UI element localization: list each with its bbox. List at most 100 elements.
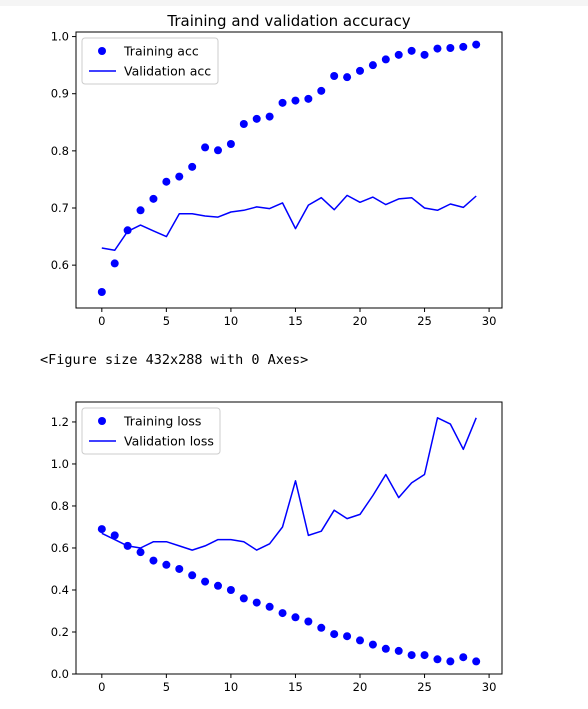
series-line-validation-loss (101, 417, 477, 551)
chart-title: Training and validation accuracy (166, 12, 410, 30)
y-tick-label: 0.8 (51, 499, 69, 513)
data-point-training-loss (343, 632, 352, 641)
data-point-training-acc (330, 72, 339, 80)
legend-box (81, 37, 219, 85)
data-point-training-loss (459, 653, 468, 662)
data-point-training-acc (214, 146, 222, 155)
x-tick-label: 0 (98, 680, 105, 694)
data-point-training-acc (188, 162, 197, 171)
data-point-training-acc (472, 40, 481, 49)
x-tick-label: 0 (98, 314, 105, 328)
data-point-training-loss (381, 644, 390, 653)
data-point-training-loss (265, 602, 274, 611)
data-point-training-acc (420, 50, 429, 59)
data-point-training-acc (110, 259, 119, 268)
x-tick-label: 30 (482, 314, 497, 328)
chart-1: Training and validation accuracy 0 5 10 15 20… (51, 12, 503, 328)
data-point-training-loss (252, 598, 261, 607)
data-point-training-loss (201, 577, 210, 586)
data-point-training-acc (278, 98, 287, 107)
x-tick-label: 10 (224, 680, 239, 694)
x-tick-label: 20 (353, 314, 368, 328)
x-tick-label: 5 (163, 680, 170, 694)
data-point-training-acc (149, 194, 158, 203)
data-point-training-acc (356, 66, 364, 75)
data-point-training-acc (252, 114, 261, 123)
y-tick-label: 1.0 (51, 457, 69, 471)
data-point-training-loss (188, 571, 197, 580)
x-tick-label: 30 (482, 680, 497, 694)
plot-frame (75, 31, 503, 309)
y-tick-label: 1.2 (51, 415, 69, 429)
data-point-training-loss (407, 651, 416, 660)
legend-marker (98, 417, 106, 425)
data-point-training-acc (291, 96, 300, 105)
data-point-training-loss (162, 560, 171, 569)
data-point-training-loss (368, 640, 377, 649)
legend: Training loss Validation loss (81, 407, 221, 455)
x-tick-label: 15 (288, 314, 303, 328)
legend-label: Validation acc (124, 64, 211, 79)
data-point-training-loss (394, 646, 403, 655)
legend-box (81, 407, 221, 455)
x-tick-label: 25 (417, 680, 432, 694)
data-point-training-acc (381, 55, 390, 64)
data-point-training-loss (226, 585, 235, 594)
data-point-training-loss (330, 630, 339, 639)
data-point-training-loss (433, 655, 442, 664)
legend-marker (98, 47, 106, 55)
data-point-training-acc (407, 46, 416, 55)
x-tick-label: 10 (224, 314, 239, 328)
data-point-training-acc (136, 206, 145, 215)
data-point-training-loss (97, 525, 106, 534)
data-point-training-acc (201, 143, 210, 152)
data-point-training-loss (214, 581, 222, 590)
data-point-training-loss (420, 651, 429, 660)
y-tick-label: 0.6 (51, 541, 69, 555)
data-point-training-acc (162, 177, 171, 186)
legend: Training acc Validation acc (81, 37, 219, 85)
data-point-training-acc (446, 44, 455, 52)
y-tick-label: 0.2 (51, 625, 69, 639)
data-point-training-acc (239, 120, 248, 128)
figure-size-output: <Figure size 432x288 with 0 Axes> (40, 352, 309, 368)
data-point-training-acc (265, 112, 274, 121)
data-point-training-acc (304, 94, 313, 103)
data-point-training-loss (278, 609, 287, 618)
plot-frame (75, 401, 503, 675)
data-point-training-loss (175, 564, 184, 573)
data-point-training-acc (226, 140, 235, 148)
data-point-training-loss (136, 548, 145, 557)
top-strip (0, 0, 588, 6)
data-point-training-loss (317, 623, 326, 632)
legend-label: Training loss (123, 414, 201, 429)
data-point-training-loss (149, 556, 158, 565)
data-point-training-acc (394, 50, 403, 59)
series-line-validation-acc (101, 194, 477, 252)
y-tick-label: 0.8 (51, 144, 69, 158)
data-point-training-loss (291, 613, 300, 622)
data-point-training-acc (368, 61, 377, 70)
y-tick-label: 0.0 (51, 667, 69, 681)
x-tick-label: 15 (288, 680, 303, 694)
legend-label: Validation loss (124, 434, 214, 449)
data-point-training-acc (459, 42, 468, 51)
data-point-training-loss (239, 594, 248, 603)
y-tick-label: 0.7 (51, 201, 69, 215)
data-point-training-acc (175, 172, 184, 181)
y-tick-label: 0.9 (51, 87, 69, 101)
x-tick-label: 25 (417, 314, 432, 328)
legend-label: Training acc (123, 44, 199, 59)
x-tick-label: 20 (353, 680, 368, 694)
data-point-training-loss (110, 531, 119, 540)
data-point-training-acc (97, 288, 106, 296)
y-tick-label: 0.6 (51, 258, 69, 272)
data-point-training-acc (343, 73, 352, 82)
data-point-training-acc (433, 44, 442, 53)
data-point-training-loss (356, 636, 364, 645)
y-tick-label: 1.0 (51, 30, 69, 44)
data-point-training-acc (317, 86, 326, 95)
data-point-training-acc (123, 226, 132, 235)
data-point-training-loss (472, 657, 481, 666)
chart-2: 0 5 10 15 20 25 30 0.0 0.2 0.4 0.6 0.8 1.0 1.2 Trainin… (51, 401, 503, 694)
